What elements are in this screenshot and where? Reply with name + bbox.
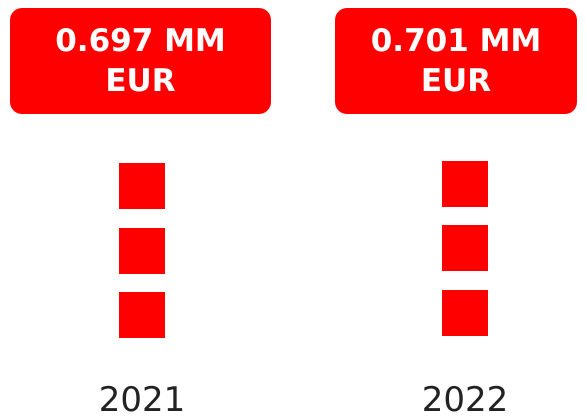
pictogram-square: [119, 292, 165, 338]
pictogram-square: [442, 290, 488, 336]
pictogram-square: [442, 161, 488, 207]
pictogram-square: [119, 228, 165, 274]
value-label: 0.697 MM EUR: [10, 8, 271, 114]
category-label: 2022: [421, 380, 509, 420]
value-label: 0.701 MM EUR: [335, 8, 577, 114]
pictogram-square: [119, 163, 165, 209]
category-label: 2021: [98, 380, 186, 420]
pictogram-square: [442, 225, 488, 271]
